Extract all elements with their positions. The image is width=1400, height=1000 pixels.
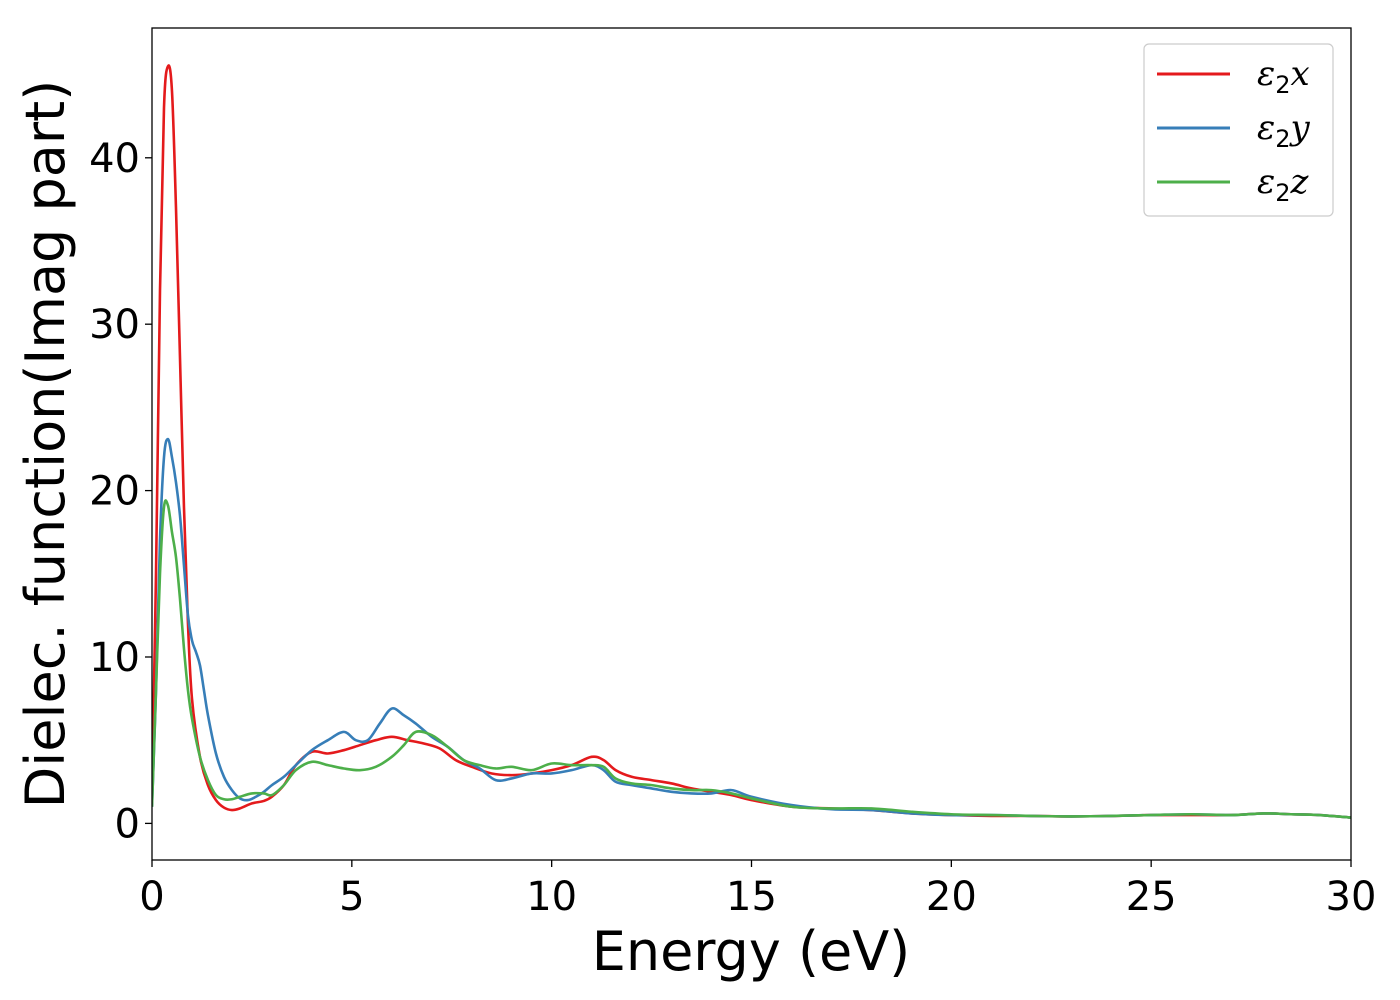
y-tick-label: 0	[115, 801, 140, 847]
series-line-2	[152, 437, 1351, 819]
y-tick-label: 40	[89, 136, 140, 182]
series-layer	[152, 64, 1351, 819]
x-tick-label: 20	[926, 874, 977, 920]
y-axis-label: Dielec. function(Imag part)	[14, 80, 77, 809]
x-tick-label: 30	[1326, 874, 1377, 920]
legend-items: ε2x ε2y ε2z	[1157, 54, 1311, 207]
x-tick-label: 10	[526, 874, 577, 920]
x-tick-label: 15	[726, 874, 777, 920]
y-ticks: 0 10 20 30 40	[89, 136, 152, 847]
x-tick-label: 5	[339, 874, 364, 920]
series-line-3	[152, 499, 1351, 819]
legend-label-3: ε2z	[1257, 162, 1310, 207]
legend-box	[1143, 43, 1334, 217]
y-tick-label: 10	[89, 635, 140, 681]
x-axis-label: Energy (eV)	[592, 920, 911, 983]
x-tick-label: 0	[139, 874, 164, 920]
legend-label-1: ε2x	[1257, 54, 1310, 99]
y-tick-label: 20	[89, 469, 140, 515]
legend-label-2: ε2y	[1257, 108, 1311, 153]
legend: ε2x ε2y ε2z	[1143, 43, 1334, 217]
x-tick-label: 25	[1126, 874, 1177, 920]
y-tick-label: 30	[89, 302, 140, 348]
x-ticks: 0 5 10 15 20 25 30	[139, 860, 1376, 920]
